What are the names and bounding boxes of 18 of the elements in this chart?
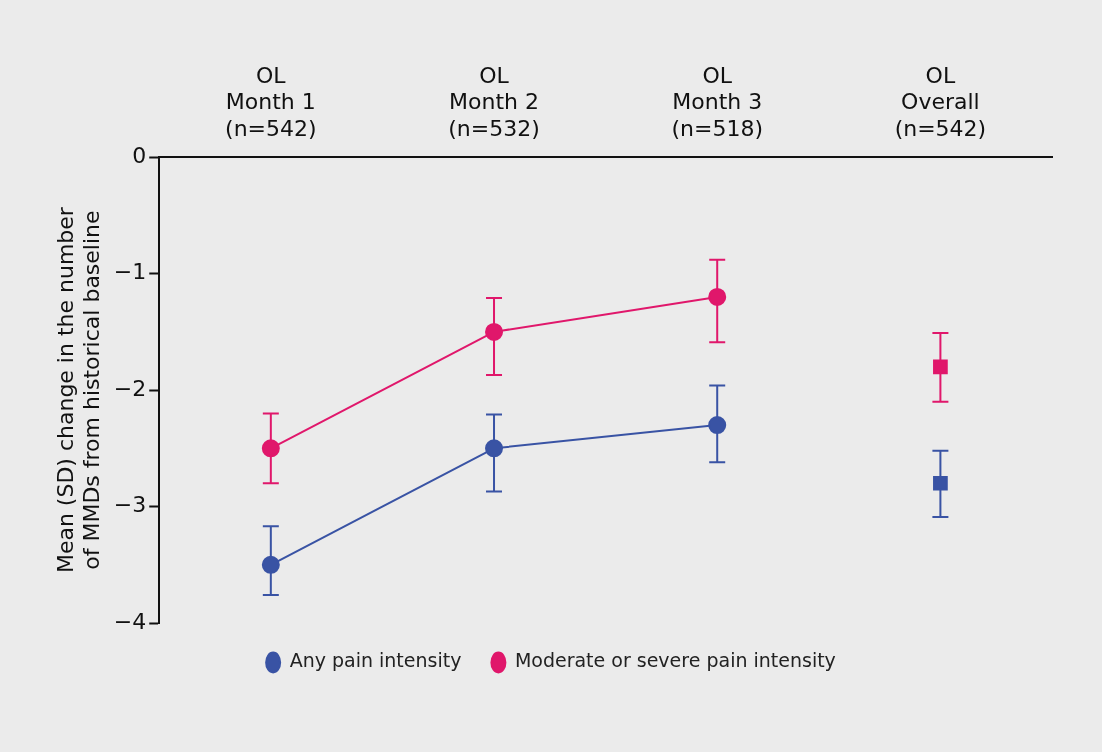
x-tick-label: OL Overall (n=542): [894, 62, 987, 141]
x-tick-label: OL Month 2 (n=532): [448, 62, 540, 141]
point: [708, 287, 727, 306]
x-tick-label: OL Month 1 (n=542): [225, 62, 317, 141]
y-tick-label: −4: [113, 608, 147, 634]
point: [261, 555, 280, 574]
point: [485, 322, 504, 341]
legend-label: Any pain intensity: [289, 649, 462, 672]
y-tick-label: −3: [113, 492, 147, 518]
point: [708, 416, 727, 435]
y-tick-label: −1: [113, 259, 147, 285]
point: [261, 439, 280, 458]
point: [485, 439, 504, 458]
x-tick-label: OL Month 3 (n=518): [671, 62, 763, 141]
legend-label: Moderate or severe pain intensity: [514, 649, 836, 672]
y-tick-label: −2: [113, 375, 147, 401]
y-axis-title: Mean (SD) change in the number of MMDs from historical baseline: [52, 206, 105, 574]
y-tick-label: 0: [132, 142, 147, 168]
